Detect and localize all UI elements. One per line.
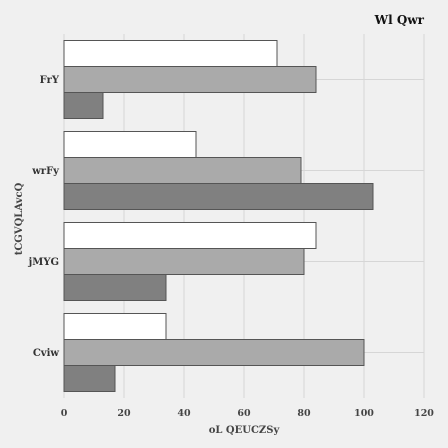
x-tick-label: 20	[117, 408, 131, 419]
category-label: jMYG	[28, 257, 59, 268]
y-axis-label: tCGVQLAvcQ	[14, 182, 25, 255]
bar	[63, 183, 374, 210]
x-tick-labels: 0 20 40 60 80 100 120	[61, 408, 435, 419]
x-tick-label: 40	[177, 408, 191, 419]
x-tick-label: 60	[237, 408, 251, 419]
x-tick-label: 80	[297, 408, 311, 419]
category-label: Cviw	[33, 348, 60, 359]
category-label: wrFy	[31, 166, 60, 177]
chart-title: Wl Qwr	[374, 13, 425, 27]
bar	[63, 131, 197, 158]
bar	[63, 40, 278, 67]
x-axis-label: oL QEUCZSy	[209, 425, 281, 436]
bar	[63, 157, 302, 184]
bar	[63, 365, 116, 392]
bar	[63, 248, 305, 275]
bars	[63, 40, 374, 392]
x-tick-label: 0	[61, 408, 68, 419]
bar	[63, 339, 365, 366]
category-labels: FrY wrFy jMYG Cviw	[28, 75, 61, 359]
bar	[63, 222, 317, 249]
bar	[63, 274, 167, 301]
category-label: FrY	[40, 75, 60, 86]
bar	[63, 92, 104, 119]
bar	[63, 313, 167, 340]
bar	[63, 66, 317, 93]
x-tick-label: 120	[414, 408, 434, 419]
x-tick-label: 100	[354, 408, 374, 419]
